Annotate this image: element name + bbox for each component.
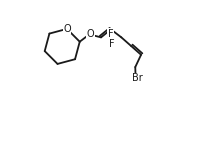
Text: O: O <box>63 24 71 34</box>
Text: F: F <box>109 39 115 49</box>
Text: F: F <box>108 29 113 39</box>
Text: Br: Br <box>132 73 143 83</box>
Text: O: O <box>86 29 94 39</box>
